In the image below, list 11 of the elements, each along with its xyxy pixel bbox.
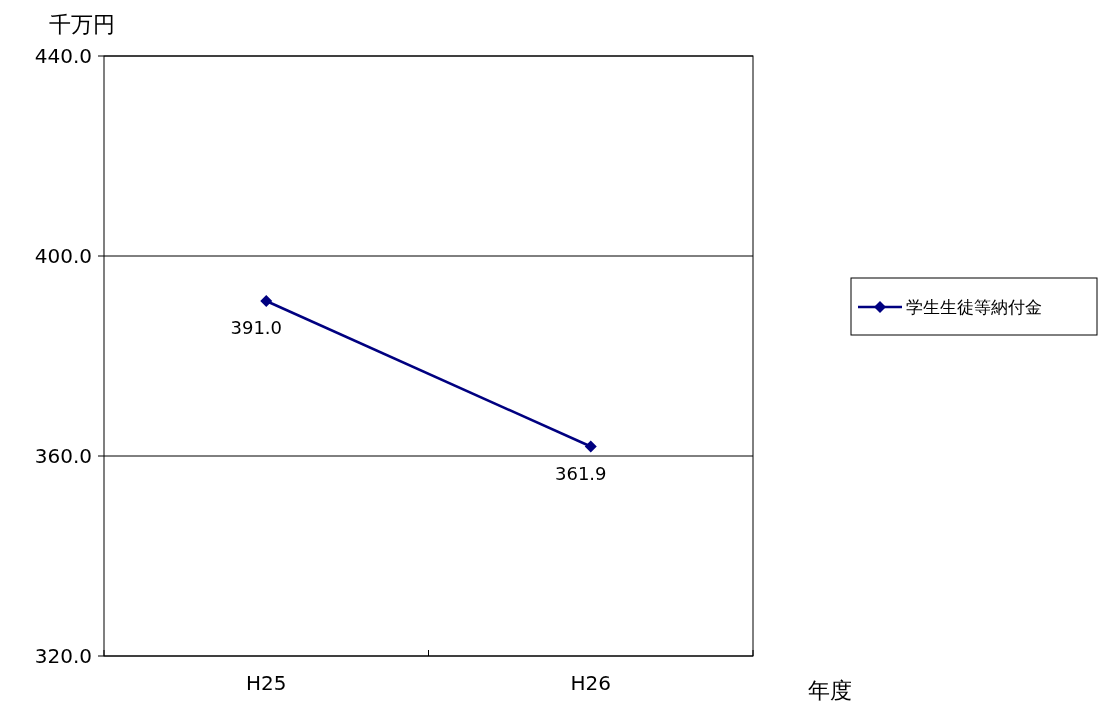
y-tick-label: 320.0 bbox=[34, 644, 92, 668]
y-axis-title: 千万円 bbox=[49, 12, 115, 37]
y-tick-label: 400.0 bbox=[34, 244, 92, 268]
data-label: 361.9 bbox=[554, 462, 607, 484]
y-tick-label: 440.0 bbox=[34, 44, 92, 68]
x-tick-label: H25 bbox=[246, 671, 287, 695]
x-tick-label: H26 bbox=[570, 671, 611, 695]
y-tick-label: 360.0 bbox=[34, 444, 92, 468]
data-label: 391.0 bbox=[230, 317, 283, 338]
legend-label: 学生生徒等納付金 bbox=[906, 297, 1042, 317]
x-axis-title: 年度 bbox=[808, 678, 852, 703]
